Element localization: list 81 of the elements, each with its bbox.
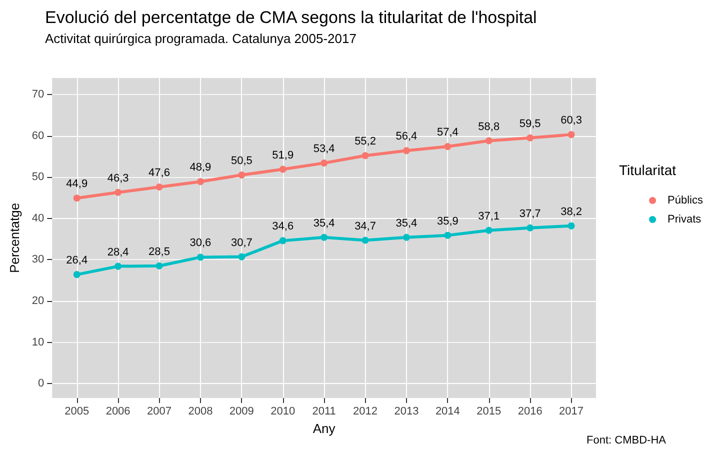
point (568, 222, 575, 230)
point (320, 234, 328, 241)
x-axis-title: Any (312, 421, 336, 436)
point (526, 224, 534, 232)
x-tick-label: 2005 (64, 406, 90, 418)
data-label: 37,7 (519, 208, 541, 220)
point (568, 131, 575, 138)
chart-title: Evolució del percentatge de CMA segons la titularitat de l'hospital (45, 8, 537, 27)
x-tick-label: 2015 (476, 406, 502, 418)
data-label: 57,4 (436, 126, 458, 139)
y-tick-label: 20 (32, 294, 44, 307)
y-tick-label: 40 (32, 212, 44, 224)
x-tick-label: 2011 (312, 406, 336, 418)
text: Font: CMBD-HA (586, 434, 667, 446)
data-label: 46,3 (107, 172, 129, 184)
legend-label: Públics (668, 194, 704, 206)
data-label: 34,7 (354, 220, 376, 232)
point (114, 262, 122, 270)
point (526, 134, 534, 142)
data-label: 35,4 (396, 217, 418, 230)
data-label: 55,2 (354, 136, 376, 148)
point (114, 188, 122, 196)
point (156, 184, 163, 191)
y-tick-label: 60 (32, 130, 44, 142)
legend-title: Titularitat (618, 162, 676, 178)
x-tick-label: 2006 (106, 406, 130, 418)
data-label: 30,7 (230, 236, 252, 249)
data-label: 60,3 (560, 114, 582, 127)
data-label: 28,4 (107, 246, 129, 258)
data-label: 30,6 (190, 237, 212, 250)
x-tick-label: 2008 (188, 406, 213, 418)
x-tick-label: 2012 (353, 406, 378, 418)
data-label: 35,9 (436, 215, 458, 228)
data-label: 58,8 (478, 120, 500, 133)
point (156, 262, 163, 270)
x-tick-label: 2013 (394, 406, 419, 418)
chart-subtitle: Activitat quirúrgica programada. Catalunya 2005-2017 (45, 31, 356, 46)
data-label: 48,9 (190, 162, 212, 174)
point (238, 172, 246, 179)
point (196, 178, 204, 186)
point (73, 194, 80, 202)
point (196, 254, 204, 261)
point (402, 234, 410, 241)
data-label: 38,2 (560, 206, 582, 218)
point (320, 160, 328, 167)
data-label: 53,4 (313, 143, 335, 156)
point (362, 152, 369, 160)
data-label: 47,6 (148, 167, 170, 180)
point (238, 253, 246, 260)
point (362, 236, 369, 244)
point (73, 271, 80, 278)
y-tick-label: 10 (32, 336, 44, 348)
point (485, 137, 492, 144)
y-axis-title: Percentatge (7, 202, 22, 274)
x-tick-label: 2014 (435, 406, 460, 418)
data-label: 37,1 (478, 210, 500, 222)
data-label: 28,5 (148, 246, 170, 258)
x-tick-label: 2016 (518, 406, 542, 418)
data-label: 51,9 (272, 149, 294, 162)
point (402, 147, 410, 154)
y-tick-label: 70 (32, 88, 44, 101)
data-label: 59,5 (519, 118, 541, 130)
point (444, 232, 452, 239)
data-label: 50,5 (230, 155, 252, 168)
data-label: 34,6 (272, 220, 294, 233)
y-tick-label: 0 (38, 378, 44, 390)
legend-label: Privats (668, 214, 702, 226)
point (444, 143, 452, 150)
point (485, 226, 492, 234)
y-tick-label: 30 (32, 254, 44, 266)
data-label: 44,9 (66, 178, 88, 190)
point (279, 237, 286, 244)
data-label: 56,4 (396, 130, 418, 143)
y-tick-label: 50 (32, 171, 44, 184)
x-tick-label: 2017 (559, 406, 584, 418)
x-tick-label: 2007 (147, 406, 172, 418)
x-tick-label: 2010 (270, 406, 296, 418)
point (279, 166, 286, 173)
data-label: 26,4 (66, 254, 88, 267)
data-label: 35,4 (313, 217, 335, 230)
x-tick-label: 2009 (229, 406, 254, 418)
